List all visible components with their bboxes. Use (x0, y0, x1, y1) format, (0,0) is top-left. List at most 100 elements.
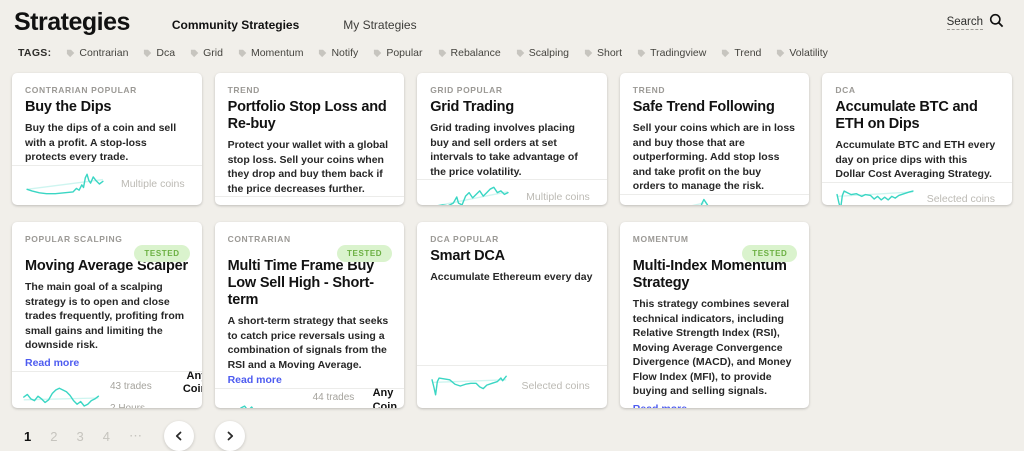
page-1[interactable]: 1 (24, 428, 32, 444)
tab-my-strategies[interactable]: My Strategies (343, 17, 417, 32)
tag-grid[interactable]: Grid (190, 47, 223, 59)
next-page-button[interactable] (214, 421, 245, 451)
sparkline-chart (23, 387, 100, 407)
sparkline-chart (836, 190, 915, 205)
tag-short[interactable]: Short (584, 47, 622, 59)
coins-label: Multiple coins (120, 178, 185, 191)
tag-rebalance[interactable]: Rebalance (438, 47, 501, 59)
strategy-card-multi-time-frame[interactable]: CONTRARIAN TESTED Multi Time Frame Buy L… (214, 222, 405, 408)
card-title: Buy the Dips (25, 99, 112, 115)
read-more-link[interactable]: Read more (633, 403, 687, 408)
card-description: Accumulate BTC and ETH every day on pric… (835, 139, 996, 181)
tag-notify[interactable]: Notify (318, 47, 358, 59)
card-category: DCA (835, 85, 856, 95)
tested-badge: TESTED (337, 245, 393, 262)
tag-contrarian[interactable]: Contrarian (66, 47, 128, 59)
trades-count: 44 trades (312, 392, 355, 403)
tag-scalping[interactable]: Scalping (516, 47, 569, 59)
strategy-card-moving-average-scalper[interactable]: POPULAR SCALPING TESTED Moving Average S… (12, 222, 202, 408)
tag-icon (638, 49, 646, 57)
tag-dca[interactable]: Dca (143, 47, 175, 59)
card-category: CONTRARIAN (227, 234, 291, 244)
tag-icon (438, 49, 446, 57)
coins-label: Selected coins (926, 193, 995, 205)
strategy-card-smart-dca[interactable]: DCA POPULAR Smart DCA Accumulate Ethereu… (417, 222, 607, 408)
page-title: Strategies (14, 8, 130, 36)
tag-icon (374, 49, 382, 57)
strategy-card-multi-index-momentum[interactable]: MOMENTUM TESTED Multi-Index Momentum Str… (619, 222, 810, 408)
card-title: Safe Trend Following (632, 99, 775, 115)
card-description: The main goal of a scalping strategy is … (25, 281, 185, 352)
pagination: 1 2 3 4 ⋯ (24, 421, 1024, 451)
search-icon[interactable] (989, 13, 1004, 33)
tag-volatility[interactable]: Volatility (776, 47, 828, 59)
tag-momentum[interactable]: Momentum (238, 47, 303, 59)
tag-icon (722, 49, 730, 57)
strategy-card-grid: CONTRARIAN POPULAR Buy the Dips Buy the … (12, 73, 1012, 408)
read-more-link[interactable]: Read more (227, 374, 282, 387)
sparkline-chart (239, 405, 253, 408)
tags-label: TAGS: (18, 47, 52, 59)
tag-trend[interactable]: Trend (721, 47, 761, 59)
page-4[interactable]: 4 (102, 428, 110, 444)
tag-icon (319, 49, 327, 57)
card-description: A short-term strategy that seeks to catc… (227, 315, 389, 371)
card-description: Buy the dips of a coin and sell with a p… (25, 122, 177, 164)
strategy-card-safe-trend-following[interactable]: TREND Safe Trend Following Sell your coi… (619, 73, 810, 205)
card-title: Moving Average Scalper (25, 258, 188, 274)
tag-icon (67, 49, 75, 57)
card-category: POPULAR SCALPING (25, 234, 123, 244)
strategy-card-buy-the-dips[interactable]: CONTRARIAN POPULAR Buy the Dips Buy the … (12, 73, 202, 205)
card-category: GRID POPULAR (430, 85, 503, 95)
search-control[interactable]: Search (946, 13, 1004, 33)
card-title: Grid Trading (430, 99, 514, 115)
sparkline-chart (225, 199, 311, 205)
card-category: DCA POPULAR (430, 234, 499, 244)
coin-label: Any Coin (372, 387, 398, 408)
card-description: Accumulate Ethereum every day (430, 271, 593, 284)
strategy-card-portfolio-stop-loss[interactable]: TREND Portfolio Stop Loss and Re-buy Pro… (214, 73, 405, 205)
search-label[interactable]: Search (946, 15, 983, 30)
timeframe-label: 2 Hours (110, 403, 162, 408)
tag-icon (191, 49, 199, 57)
read-more-link[interactable]: Read more (25, 356, 80, 369)
chevron-right-icon (227, 431, 234, 441)
card-title: Accumulate BTC and ETH on Dips (835, 99, 978, 133)
chevron-left-icon (175, 431, 182, 441)
card-title: Smart DCA (430, 248, 505, 264)
sparkline-chart (26, 173, 104, 195)
coins-label: Multiple coins (526, 190, 590, 203)
card-description: Protect your wallet with a global stop l… (227, 139, 389, 195)
tab-bar: Community Strategies My Strategies (172, 18, 417, 32)
page-2[interactable]: 2 (50, 428, 58, 444)
tested-badge: TESTED (742, 245, 798, 262)
tag-tradingview[interactable]: Tradingview (637, 47, 706, 59)
sparkline-chart (431, 375, 508, 396)
strategy-card-grid-trading[interactable]: GRID POPULAR Grid Trading Grid trading i… (417, 73, 607, 205)
card-description: This strategy combines several technical… (632, 298, 792, 398)
tab-community-strategies[interactable]: Community Strategies (171, 17, 300, 32)
sparkline-chart (691, 198, 708, 205)
tested-badge: TESTED (134, 245, 190, 262)
page-3[interactable]: 3 (76, 428, 84, 444)
tags-bar: TAGS: Contrarian Dca Grid Momentum Notif… (0, 39, 1024, 65)
card-title: Multi Time Frame Buy Low Sell High - Sho… (227, 258, 375, 309)
tag-icon (777, 49, 785, 57)
tag-icon (584, 49, 593, 57)
sparkline-chart (435, 186, 509, 205)
profit-percent: ↑ 79.07% (170, 400, 202, 408)
strategy-card-accumulate-btc-eth[interactable]: DCA Accumulate BTC and ETH on Dips Accum… (822, 73, 1012, 205)
coin-label: Any Coin (182, 370, 202, 396)
card-category: CONTRARIAN POPULAR (25, 85, 137, 95)
tag-icon (516, 49, 524, 57)
card-title: Multi-Index Momentum Strategy (632, 258, 787, 292)
prev-page-button[interactable] (163, 421, 194, 451)
trades-count: 43 trades (110, 381, 152, 393)
card-category: TREND (227, 85, 260, 95)
page-ellipsis: ⋯ (128, 428, 143, 443)
tag-popular[interactable]: Popular (373, 47, 423, 59)
tag-icon (238, 49, 247, 57)
tag-icon (144, 49, 152, 57)
card-description: Grid trading involves placing buy and se… (430, 122, 578, 178)
card-title: Portfolio Stop Loss and Re-buy (227, 99, 387, 133)
